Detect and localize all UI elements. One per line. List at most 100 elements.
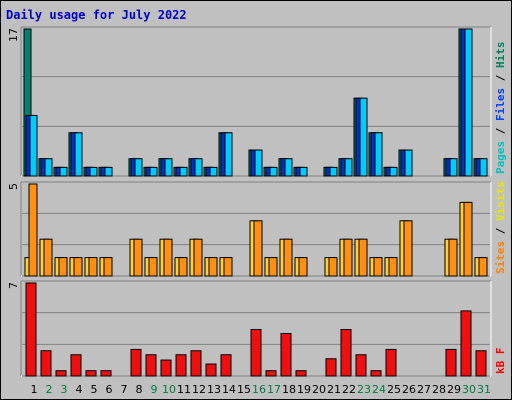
x-tick-label: 4 [76, 383, 83, 396]
bar-sites-day-1 [28, 183, 38, 277]
x-tick-label: 30 [462, 383, 476, 396]
x-tick-label: 20 [312, 383, 326, 396]
bar-sites-day-11 [178, 257, 188, 277]
x-tick-label: 14 [222, 383, 236, 396]
bar-kb-f-day-11 [175, 354, 187, 377]
y-max-label: 5 [7, 183, 20, 190]
bar-sites-day-3 [58, 257, 68, 277]
bar-kb-f-day-19 [295, 370, 307, 377]
x-tick-label: 10 [162, 383, 176, 396]
bar-pages-day-16 [254, 149, 263, 177]
bar-pages-day-6 [104, 166, 113, 177]
bar-kb-f-day-31 [475, 350, 487, 377]
bar-pages-day-29 [449, 158, 458, 177]
legend-entry: Files [494, 88, 507, 121]
x-tick-label: 2 [46, 383, 53, 396]
bar-kb-f-day-25 [385, 348, 397, 377]
x-tick-label: 6 [106, 383, 113, 396]
bar-sites-day-14 [223, 257, 233, 277]
bar-pages-day-2 [44, 158, 53, 177]
bar-kb-f-day-30 [460, 310, 472, 377]
x-tick-label: 25 [387, 383, 401, 396]
bar-pages-day-14 [224, 132, 233, 177]
bar-pages-day-30 [464, 28, 473, 177]
x-tick-label: 21 [327, 383, 341, 396]
x-tick-label: 17 [267, 383, 281, 396]
bar-sites-day-29 [448, 238, 458, 277]
bar-sites-day-25 [388, 257, 398, 277]
bar-kb-f-day-14 [220, 354, 232, 377]
x-tick-label: 16 [252, 383, 266, 396]
bar-sites-day-23 [358, 238, 368, 277]
x-tick-label: 24 [372, 383, 386, 396]
series-sites [28, 183, 488, 277]
bar-kb-f-day-16 [250, 329, 262, 377]
bar-pages-day-19 [299, 166, 308, 177]
bar-pages-day-18 [284, 158, 293, 177]
bar-kb-f-day-3 [55, 370, 67, 377]
x-tick-label: 18 [282, 383, 296, 396]
bar-pages-day-24 [374, 132, 383, 177]
x-tick-label: 3 [61, 383, 68, 396]
x-tick-label: 5 [91, 383, 98, 396]
bar-pages-day-21 [329, 166, 338, 177]
x-tick-label: 22 [342, 383, 356, 396]
bar-kb-f-day-4 [70, 354, 82, 377]
bar-kb-f-day-9 [145, 354, 157, 377]
legend-entry: kB F [494, 348, 507, 375]
bar-pages-day-13 [209, 166, 218, 177]
bar-sites-day-31 [478, 257, 488, 277]
legend-entry: / [494, 68, 507, 88]
bar-pages-day-8 [134, 158, 143, 177]
legend-entry: Sites [494, 241, 507, 274]
x-tick-label: 8 [136, 383, 143, 396]
panel-legend: Pages / Files / Hits [494, 42, 507, 175]
bar-sites-day-2 [43, 238, 53, 277]
x-tick-label: 27 [417, 383, 431, 396]
x-tick-label: 19 [297, 383, 311, 396]
bar-sites-day-24 [373, 257, 383, 277]
series-kb-f [25, 282, 487, 377]
bar-pages-day-3 [59, 166, 68, 177]
bar-kb-f-day-8 [130, 348, 142, 377]
bar-pages-day-17 [269, 166, 278, 177]
x-tick-label: 11 [177, 383, 191, 396]
bar-pages-day-22 [344, 158, 353, 177]
bar-sites-day-10 [163, 238, 173, 277]
legend-entry: / [494, 221, 507, 241]
x-tick-label: 23 [357, 383, 371, 396]
x-tick-label: 26 [402, 383, 416, 396]
panel-visits-sites: 5 Sites / Visits [7, 181, 507, 277]
bar-sites-day-9 [148, 257, 158, 277]
bar-kb-f-day-1 [25, 282, 37, 377]
panel-legend: Sites / Visits [494, 181, 507, 274]
x-tick-label: 9 [151, 383, 158, 396]
bar-sites-day-6 [103, 257, 113, 277]
bar-sites-day-19 [298, 257, 308, 277]
x-tick-label: 28 [432, 383, 446, 396]
x-tick-label: 15 [237, 383, 251, 396]
legend-entry: Hits [494, 42, 507, 69]
panel-kbytes: 7 kB F [7, 280, 507, 377]
bar-kb-f-day-21 [325, 358, 337, 377]
x-tick-label: 13 [207, 383, 221, 396]
chart-title: Daily usage for July 2022 [6, 8, 187, 22]
bar-kb-f-day-29 [445, 348, 457, 377]
x-axis-ticks: 1 2 3 4 5 6 7 8 9 10 11 12 13 14 15 16 17 18 19 20 21 22 23 24 2… [31, 383, 492, 396]
bar-kb-f-day-18 [280, 332, 292, 377]
bar-sites-day-17 [268, 257, 278, 277]
bar-pages-day-11 [179, 166, 188, 177]
bar-sites-day-18 [283, 238, 293, 277]
panel-legend: kB F [494, 348, 507, 375]
bar-kb-f-day-24 [370, 370, 382, 377]
x-tick-label: 12 [192, 383, 206, 396]
bar-kb-f-day-10 [160, 359, 172, 377]
bar-pages-day-31 [479, 158, 488, 177]
bar-sites-day-13 [208, 257, 218, 277]
x-tick-label: 31 [477, 383, 491, 396]
bar-pages-day-23 [359, 97, 368, 177]
bar-kb-f-day-5 [85, 370, 97, 377]
bar-pages-day-4 [74, 132, 83, 177]
bar-kb-f-day-6 [100, 370, 112, 377]
